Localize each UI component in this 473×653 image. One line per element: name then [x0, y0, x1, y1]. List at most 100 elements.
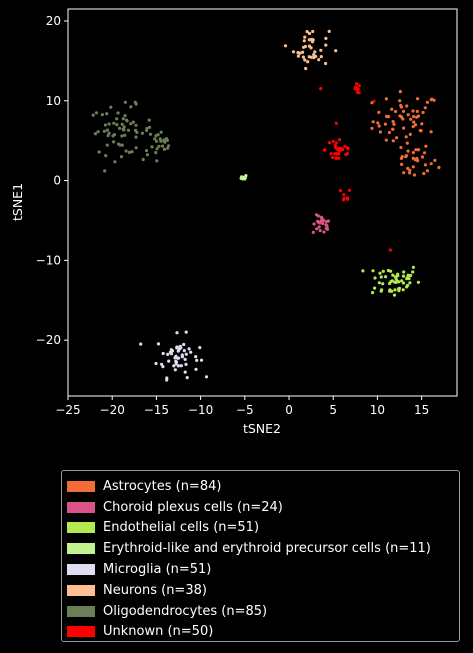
data-point: [322, 230, 326, 234]
legend-item: Unknown (n=50): [67, 622, 459, 643]
data-point: [134, 135, 138, 139]
data-point: [319, 55, 323, 59]
data-point: [404, 155, 408, 159]
x-tick-label: 10: [370, 403, 385, 417]
data-point: [167, 144, 171, 148]
legend-label: Microglia (n=51): [103, 562, 212, 578]
data-point: [179, 346, 183, 350]
data-point: [401, 274, 406, 278]
data-point: [104, 154, 108, 158]
data-point: [391, 120, 395, 124]
data-point: [408, 171, 412, 175]
data-point: [357, 91, 361, 95]
data-point: [103, 169, 107, 173]
data-point: [337, 146, 341, 151]
plot-frame: [67, 8, 458, 397]
data-point: [398, 114, 402, 118]
data-point: [157, 144, 161, 148]
data-point: [156, 342, 161, 346]
data-point: [184, 352, 188, 356]
data-point: [175, 331, 179, 335]
data-point: [422, 171, 426, 176]
data-point: [384, 97, 388, 101]
data-point: [411, 109, 415, 113]
data-point: [176, 364, 180, 368]
data-point: [97, 150, 101, 154]
data-point: [372, 99, 376, 103]
plot-area: [68, 9, 457, 396]
legend-swatch: [67, 605, 95, 617]
data-point: [304, 66, 308, 71]
data-point: [113, 160, 117, 164]
data-point: [390, 107, 394, 111]
data-point: [319, 48, 323, 52]
x-tick-label: −25: [55, 403, 80, 417]
data-point: [187, 347, 191, 351]
data-point: [402, 270, 406, 274]
data-point: [130, 150, 134, 154]
data-point: [180, 353, 184, 357]
data-point: [345, 146, 349, 150]
data-point: [165, 378, 169, 382]
data-point: [371, 269, 375, 273]
data-point: [384, 275, 388, 279]
legend-label: Neurons (n=38): [103, 582, 207, 598]
data-point: [134, 123, 138, 127]
data-point: [163, 140, 167, 144]
data-point: [312, 222, 316, 226]
data-point: [361, 269, 365, 273]
data-point: [425, 169, 429, 173]
data-point: [321, 221, 325, 226]
data-point: [357, 84, 361, 88]
data-point: [376, 121, 380, 125]
data-point: [379, 275, 383, 279]
data-point: [407, 277, 411, 281]
data-point: [154, 151, 158, 155]
data-point: [420, 122, 424, 126]
data-point: [325, 219, 329, 224]
data-point: [384, 138, 388, 142]
data-point: [112, 133, 117, 137]
data-point: [324, 61, 328, 66]
data-point: [371, 120, 375, 124]
data-point: [310, 37, 314, 41]
data-point: [120, 122, 124, 126]
data-point: [399, 145, 403, 150]
data-point: [242, 176, 246, 180]
data-point: [408, 281, 412, 285]
data-point: [331, 139, 335, 143]
data-point: [393, 288, 397, 292]
data-point: [168, 350, 172, 354]
data-point: [423, 106, 427, 110]
data-point: [402, 126, 406, 130]
data-point: [421, 110, 425, 115]
data-point: [204, 375, 209, 379]
data-point: [377, 281, 381, 285]
data-point: [394, 109, 398, 114]
data-point: [327, 141, 332, 145]
legend-item: Erythroid-like and erythroid precursor c…: [67, 538, 459, 559]
data-point: [120, 134, 124, 138]
data-point: [383, 122, 387, 126]
data-point: [411, 265, 415, 269]
data-point: [395, 136, 399, 140]
data-point: [154, 361, 158, 366]
data-point: [303, 58, 307, 62]
data-point: [195, 358, 199, 362]
data-point: [389, 269, 393, 273]
y-tick-label: −20: [36, 333, 61, 347]
data-point: [400, 155, 404, 159]
data-point: [392, 122, 396, 126]
data-point: [342, 193, 346, 197]
data-point: [396, 272, 400, 276]
data-point: [413, 123, 418, 127]
data-point: [312, 53, 316, 57]
data-point: [148, 125, 152, 129]
data-point: [148, 132, 153, 136]
data-point: [102, 129, 106, 133]
data-point: [391, 127, 395, 131]
data-point: [161, 351, 165, 356]
data-point: [324, 36, 328, 41]
data-point: [305, 30, 309, 34]
data-point: [121, 117, 125, 121]
